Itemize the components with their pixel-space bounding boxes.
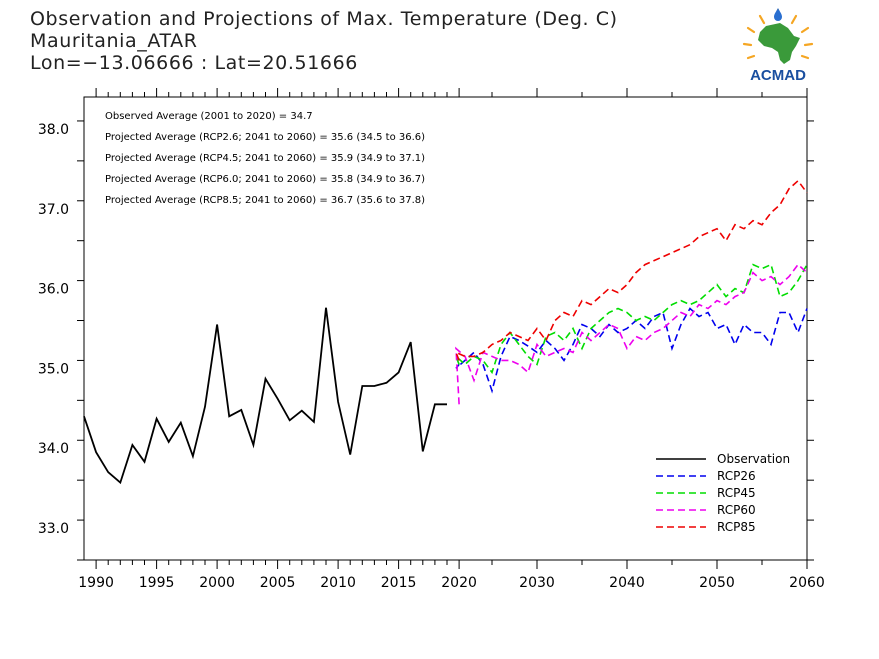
legend-label: RCP26 bbox=[717, 469, 756, 483]
annotation-text: Projected Average (RCP6.0; 2041 to 2060)… bbox=[105, 174, 425, 185]
y-tick-label: 37.0 bbox=[38, 202, 69, 218]
x-tick-label: 2020 bbox=[441, 575, 477, 591]
chart-title: Observation and Projections of Max. Temp… bbox=[30, 8, 618, 30]
legend-label: Observation bbox=[717, 452, 790, 466]
logo-text: ACMAD bbox=[750, 67, 806, 84]
water-drop-icon bbox=[774, 8, 782, 21]
y-tick-label: 34.0 bbox=[38, 441, 69, 457]
annotation-text: Projected Average (RCP8.5; 2041 to 2060)… bbox=[105, 195, 425, 206]
y-tick-label: 35.0 bbox=[38, 361, 69, 377]
chart-coords: Lon=−13.06666 : Lat=20.51666 bbox=[30, 52, 358, 74]
series-line-rcp26 bbox=[455, 307, 808, 394]
chart-title-block: Observation and Projections of Max. Temp… bbox=[30, 8, 618, 74]
x-tick-label: 2030 bbox=[519, 575, 555, 591]
x-tick-label: 2000 bbox=[199, 575, 235, 591]
x-tick-label: 2005 bbox=[260, 575, 296, 591]
series-line-rcp60 bbox=[455, 263, 808, 405]
y-tick-label: 33.0 bbox=[38, 521, 69, 537]
y-tick-label: 36.0 bbox=[38, 282, 69, 298]
x-tick-label: 2015 bbox=[381, 575, 417, 591]
acmad-logo: ACMAD bbox=[742, 8, 814, 84]
y-tick-label: 38.0 bbox=[38, 122, 69, 138]
annotation-text: Projected Average (RCP2.6; 2041 to 2060)… bbox=[105, 132, 425, 143]
series-line-rcp45 bbox=[455, 263, 808, 375]
x-tick-label: 1995 bbox=[139, 575, 175, 591]
africa-icon bbox=[758, 23, 800, 64]
x-tick-label: 2010 bbox=[320, 575, 356, 591]
x-tick-label: 1990 bbox=[78, 575, 114, 591]
series-line-rcp85 bbox=[454, 179, 808, 361]
x-tick-label: 2060 bbox=[789, 575, 825, 591]
plot-frame bbox=[83, 96, 808, 561]
legend-label: RCP45 bbox=[717, 486, 756, 500]
annotation-text: Observed Average (2001 to 2020) = 34.7 bbox=[105, 111, 313, 122]
legend-label: RCP60 bbox=[717, 503, 756, 517]
chart-location: Mauritania_ATAR bbox=[30, 30, 198, 52]
legend-label: RCP85 bbox=[717, 520, 756, 534]
x-tick-label: 2050 bbox=[699, 575, 735, 591]
x-tick-label: 2040 bbox=[609, 575, 645, 591]
series-line-observation bbox=[83, 307, 447, 485]
annotation-text: Projected Average (RCP4.5; 2041 to 2060)… bbox=[105, 153, 425, 164]
